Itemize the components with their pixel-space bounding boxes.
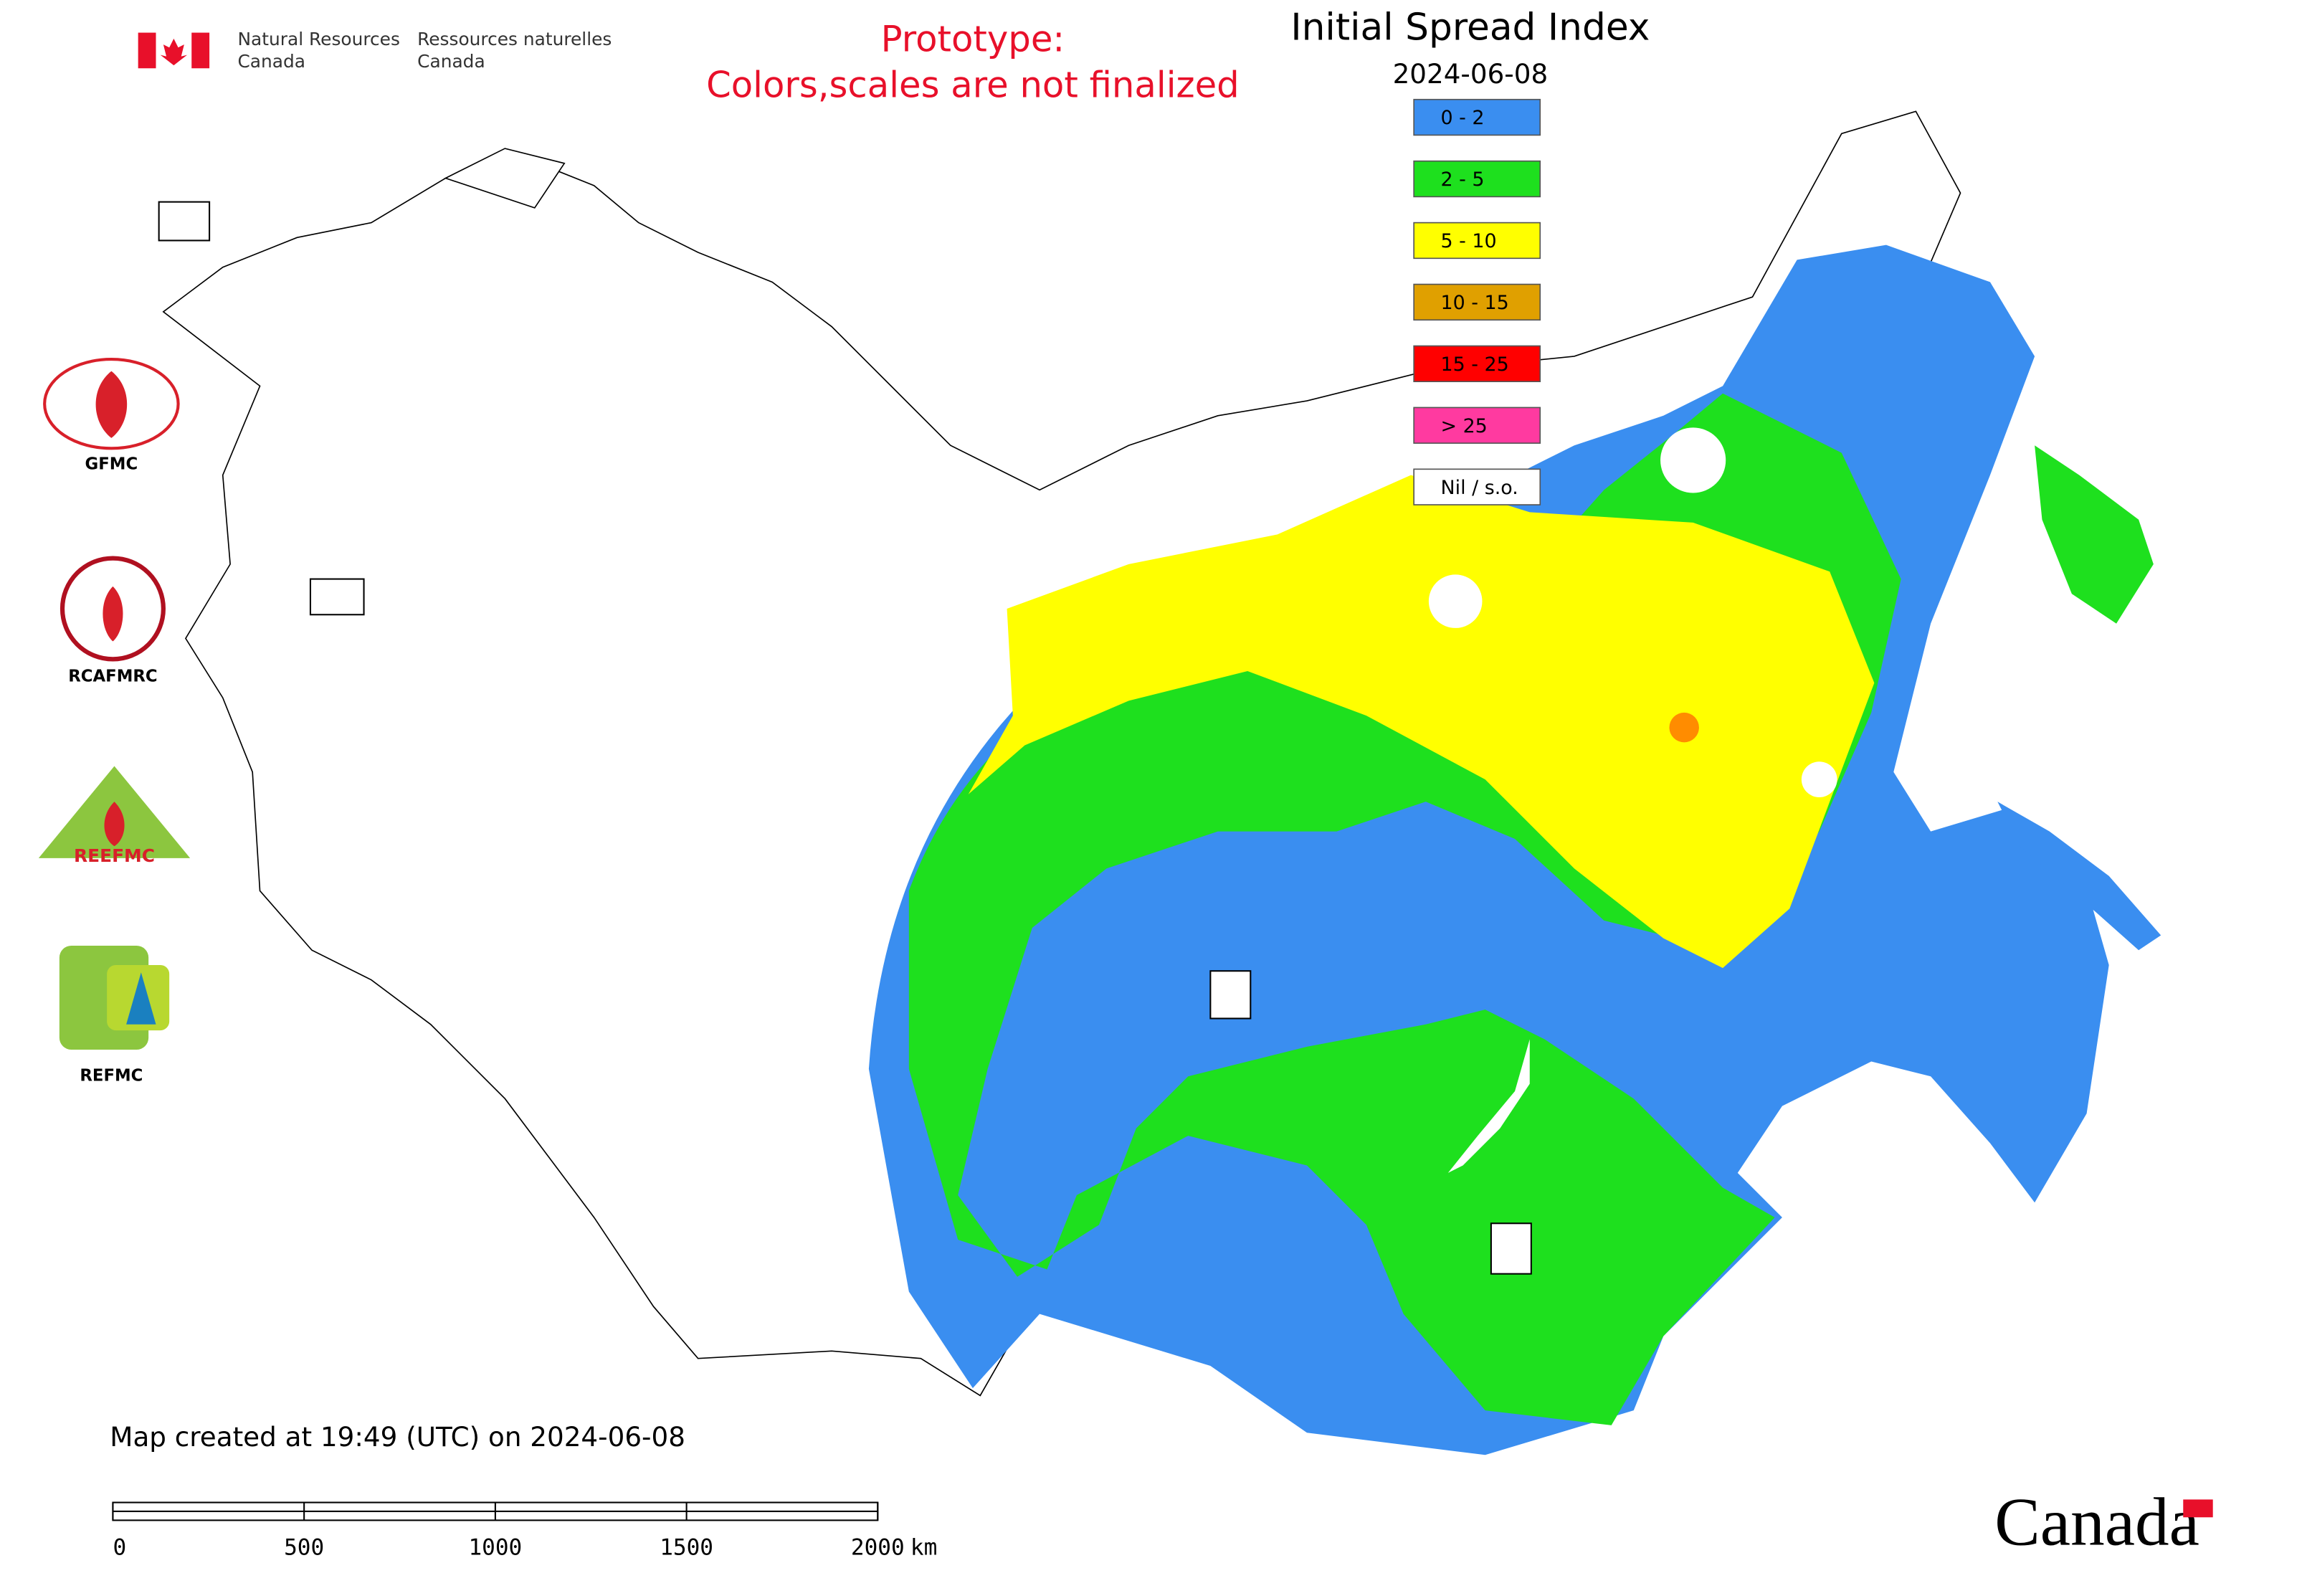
legend-label: 2 - 5 <box>1440 168 1484 191</box>
zone-very-high <box>1669 712 1699 743</box>
map-markers <box>158 201 1532 1275</box>
created-note: Map created at 19:49 (UTC) on 2024-06-08 <box>110 1421 685 1453</box>
legend-label: Nil / s.o. <box>1440 477 1518 499</box>
legend-swatch <box>1413 345 1541 382</box>
notice: Prototype: <box>881 18 1065 60</box>
legend-label: 15 - 25 <box>1440 353 1508 376</box>
scale-label: 2000 <box>851 1535 905 1561</box>
scale-unit: km <box>910 1535 937 1561</box>
scale-label: 0 <box>113 1535 126 1561</box>
title: Initial Spread Index <box>1290 6 1650 49</box>
legend-swatch <box>1413 283 1541 321</box>
logo-rcafmrc <box>60 556 166 662</box>
canada-flag <box>138 32 210 69</box>
scale-label: 500 <box>284 1535 324 1561</box>
legend-swatch <box>1413 160 1541 198</box>
legend-swatch <box>1413 98 1541 136</box>
canada-wordmark: Canada <box>1994 1484 2199 1560</box>
zone-low <box>1997 802 2161 951</box>
scale-label: 1500 <box>660 1535 713 1561</box>
logo-gfmc <box>43 358 180 450</box>
legend-label: 0 - 2 <box>1440 107 1484 129</box>
logo-label: REFMC <box>80 1067 143 1086</box>
nil-area <box>1801 761 1837 797</box>
logo-label: GFMC <box>85 455 138 474</box>
org-fr: Ressources naturelles <box>417 29 612 49</box>
legend-swatch <box>1413 407 1541 444</box>
nil-area <box>1660 427 1726 493</box>
legend-swatch <box>1413 468 1541 505</box>
org-en: Natural Resources <box>237 29 399 49</box>
notice: Colors,scales are not finalized <box>706 65 1240 106</box>
date: 2024-06-08 <box>1393 58 1549 90</box>
logo-refmc <box>59 946 170 1050</box>
org-fr: Canada <box>417 51 485 72</box>
legend-swatch <box>1413 222 1541 260</box>
scale-label: 1000 <box>468 1535 522 1561</box>
logo-label: REEFMC <box>74 845 155 866</box>
logo-reefmc <box>38 766 191 858</box>
legend-label: 10 - 15 <box>1440 292 1508 314</box>
legend-label: > 25 <box>1440 415 1487 437</box>
org-en: Canada <box>237 51 305 72</box>
nil-area <box>1428 574 1483 628</box>
legend: 0 - 2 2 - 5 5 - 10 10 - 15 15 - 25 > 25 Nil / … <box>1413 98 1541 505</box>
wordmark-flag <box>2183 1499 2213 1518</box>
scale-bar: 0 500 1000 1500 2000 km <box>112 1501 937 1561</box>
lake-baikal <box>1447 1039 1530 1173</box>
logo-label: RCAFMRC <box>68 668 157 686</box>
legend-label: 5 - 10 <box>1440 230 1496 252</box>
isi-region <box>868 244 2161 1455</box>
zone-high <box>968 475 1875 969</box>
zone-moderate <box>2035 445 2154 624</box>
